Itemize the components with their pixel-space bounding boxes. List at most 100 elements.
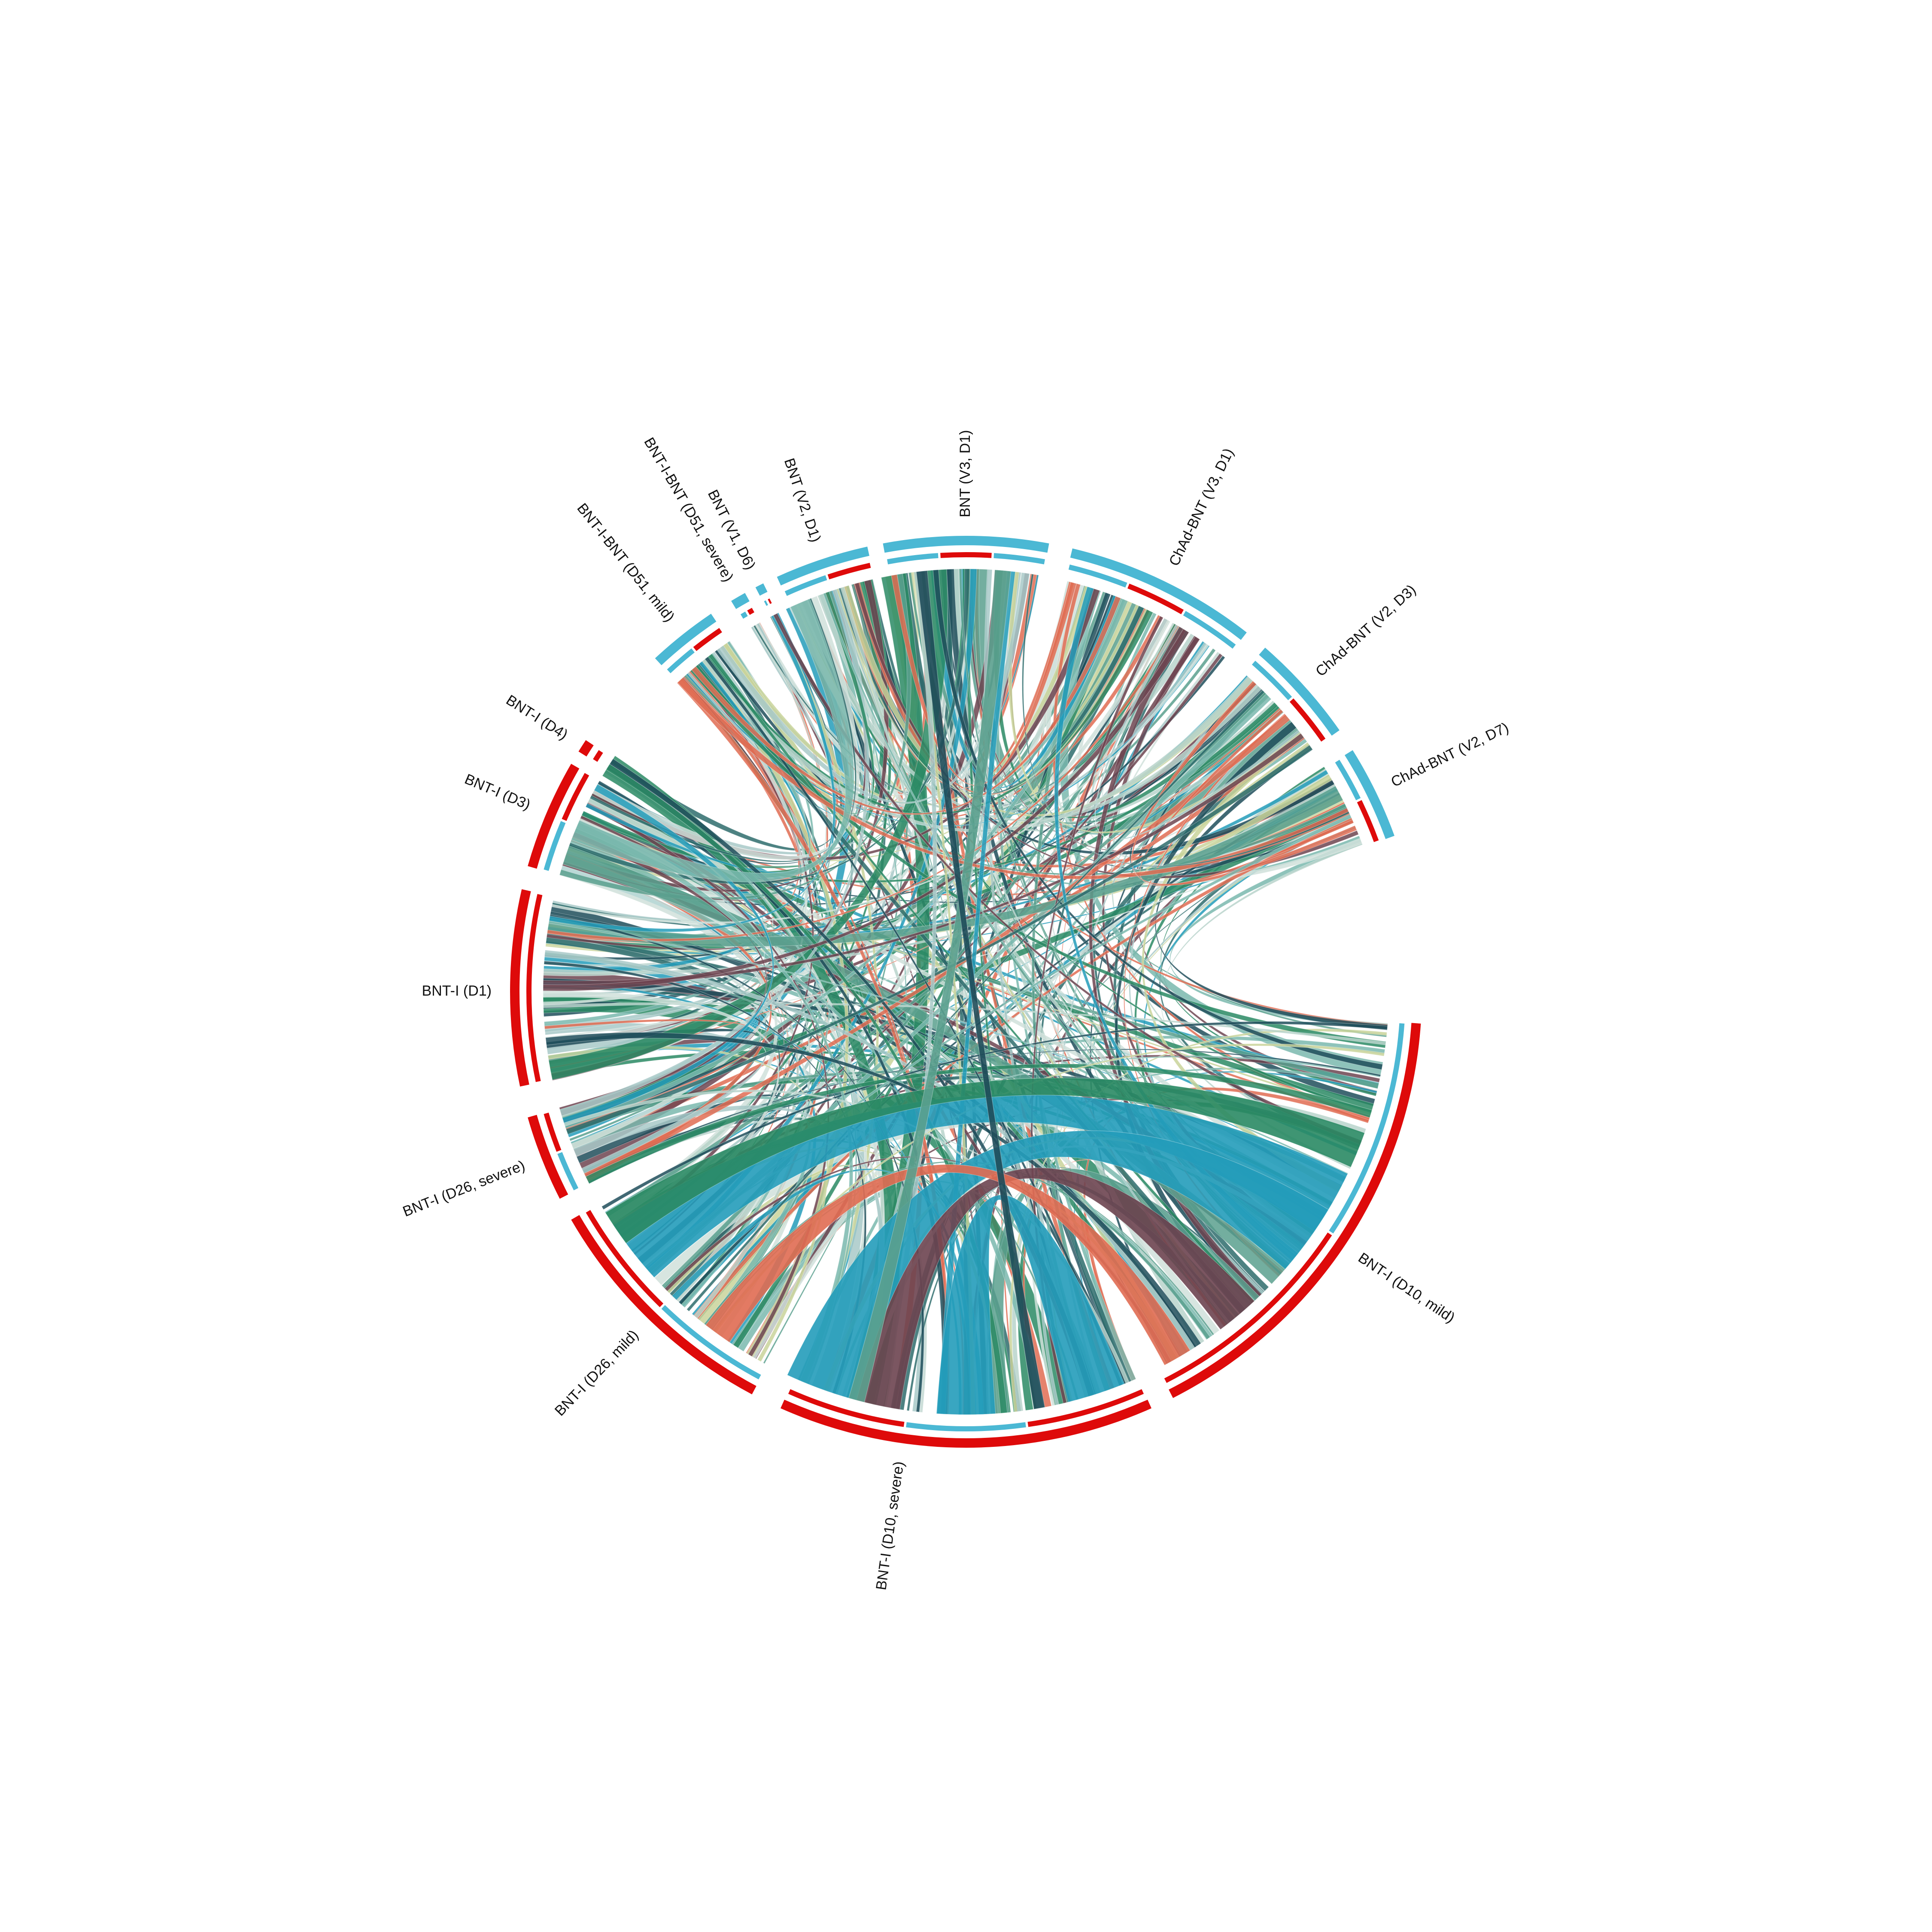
ribbon-389	[549, 614, 835, 933]
outer-arc-0	[883, 536, 1049, 553]
ribbon-385	[544, 1019, 761, 1132]
segment-label: ChAd-BNT (V2, D7)	[1388, 719, 1511, 790]
subtrack-arc-2-1	[1289, 698, 1326, 742]
subtrack-arc-7-0	[557, 1152, 579, 1191]
outer-arc-8	[510, 889, 531, 1087]
outer-arc-10	[578, 740, 594, 756]
ribbon-406	[585, 1063, 1373, 1184]
outer-arc-9	[528, 764, 580, 869]
segment-label: BNT-I (D26, severe)	[401, 1157, 527, 1220]
subtrack-arc-11-0	[667, 648, 695, 674]
segment-label: BNT-I (D10, severe)	[873, 1460, 907, 1591]
ribbon-263	[627, 653, 1223, 1249]
ribbon-398	[1022, 574, 1350, 867]
outer-arc-13	[755, 583, 768, 596]
subtrack-arc-0-1	[940, 552, 992, 558]
ribbon-382	[547, 624, 1179, 942]
subtrack-arc-2-0	[1252, 660, 1292, 700]
ribbon-139	[1059, 586, 1383, 1077]
subtrack-arc-13-0	[764, 600, 768, 606]
subtrack-arc-3-1	[1357, 800, 1379, 842]
ribbon-405	[836, 588, 1147, 796]
outer-arc-6	[571, 1215, 756, 1394]
ribbon-368	[544, 960, 867, 1394]
ribbon-337	[1009, 1028, 1388, 1413]
subtrack-arc-5-1	[906, 1422, 1026, 1431]
ribbon-386	[690, 591, 875, 814]
ribbon-426	[848, 569, 1012, 1403]
outer-arc-12	[731, 593, 750, 609]
subtrack-arc-14-1	[827, 562, 871, 580]
subtrack-arc-5-0	[1027, 1389, 1144, 1427]
ribbon-422	[787, 1130, 1329, 1401]
segment-label: BNT-I (D10, mild)	[1355, 1249, 1458, 1326]
ribbon-425	[705, 1164, 1191, 1366]
ribbon-390	[1094, 624, 1300, 840]
subtrack-arc-9-0	[544, 821, 566, 871]
segment-label: BNT (V2, D1)	[781, 456, 824, 544]
segment-label: BNT-I (D3)	[462, 771, 533, 813]
ribbon-309	[834, 589, 1230, 1324]
segment-label: ChAd-BNT (V3, D1)	[1166, 446, 1237, 568]
ribbon-379	[543, 733, 1305, 986]
ribbon-352	[692, 664, 1386, 1048]
subtrack-arc-14-0	[784, 575, 827, 596]
subtrack-arc-7-1	[544, 1112, 562, 1152]
ribbon-380	[916, 571, 1294, 1262]
segment-label: BNT-I (D1)	[422, 983, 492, 999]
segment-label: ChAd-BNT (V2, D3)	[1312, 581, 1419, 680]
outer-arc-3	[1344, 750, 1394, 839]
subtrack-arc-1-2	[1183, 611, 1236, 649]
ribbon-244	[753, 625, 1188, 811]
subtrack-arc-1-1	[1127, 583, 1184, 614]
subtrack-arc-0-0	[887, 553, 939, 565]
ribbon-346	[545, 825, 1356, 1039]
subtrack-arc-6-0	[661, 1305, 761, 1379]
ribbon-384	[664, 1156, 1172, 1364]
subtrack-arc-6-1	[586, 1210, 664, 1307]
subtrack-arc-11-1	[693, 628, 722, 651]
ribbon-372	[549, 914, 924, 1413]
ribbon-326	[698, 659, 849, 1358]
ribbon-355	[547, 1034, 767, 1175]
outer-arc-1	[1070, 548, 1247, 640]
ribbon-427	[916, 570, 1045, 1410]
outer-arc-11	[655, 614, 717, 665]
outer-track	[510, 536, 1421, 1448]
subtrack-arc-9-1	[562, 773, 589, 821]
segment-label: BNT-I (D26, mild)	[552, 1327, 642, 1419]
subtrack-arc-12-0	[740, 611, 748, 619]
ribbon-364	[544, 819, 765, 1033]
ribbon-321	[590, 588, 1100, 861]
ribbon-344	[644, 1055, 1381, 1269]
ribbon-layer	[543, 568, 1388, 1415]
outer-arc-2	[1259, 647, 1340, 736]
ribbon-409	[891, 574, 1077, 786]
subtrack-arc-5-2	[788, 1389, 905, 1427]
ribbon-377	[559, 588, 870, 1117]
subtrack-arc-10-0	[593, 750, 603, 762]
inner-track	[526, 552, 1405, 1431]
ribbon-371	[1139, 709, 1354, 887]
ribbon-328	[546, 1028, 761, 1128]
outer-arc-7	[528, 1115, 568, 1199]
ribbon-354	[543, 1002, 1386, 1045]
ribbon-404	[1054, 586, 1297, 1261]
ribbon-407	[565, 744, 1313, 1135]
ribbon-423	[856, 1167, 1255, 1410]
ribbon-397	[1131, 680, 1357, 886]
ribbon-274	[559, 863, 778, 1224]
subtrack-arc-13-1	[768, 598, 772, 604]
ribbon-416	[545, 1032, 1202, 1348]
ribbon-411	[589, 598, 857, 863]
ribbon-424	[936, 1194, 1125, 1415]
ribbon-391	[912, 571, 976, 1415]
subtrack-arc-8-0	[526, 894, 543, 1082]
ribbon-413	[571, 598, 854, 883]
ribbon-387	[677, 677, 1351, 880]
ribbon-356	[959, 568, 1317, 1231]
outer-arc-5	[781, 1400, 1151, 1448]
ribbon-327	[571, 664, 807, 1149]
segment-label: BNT-I (D4)	[503, 692, 571, 743]
ribbon-253	[1154, 744, 1388, 1031]
